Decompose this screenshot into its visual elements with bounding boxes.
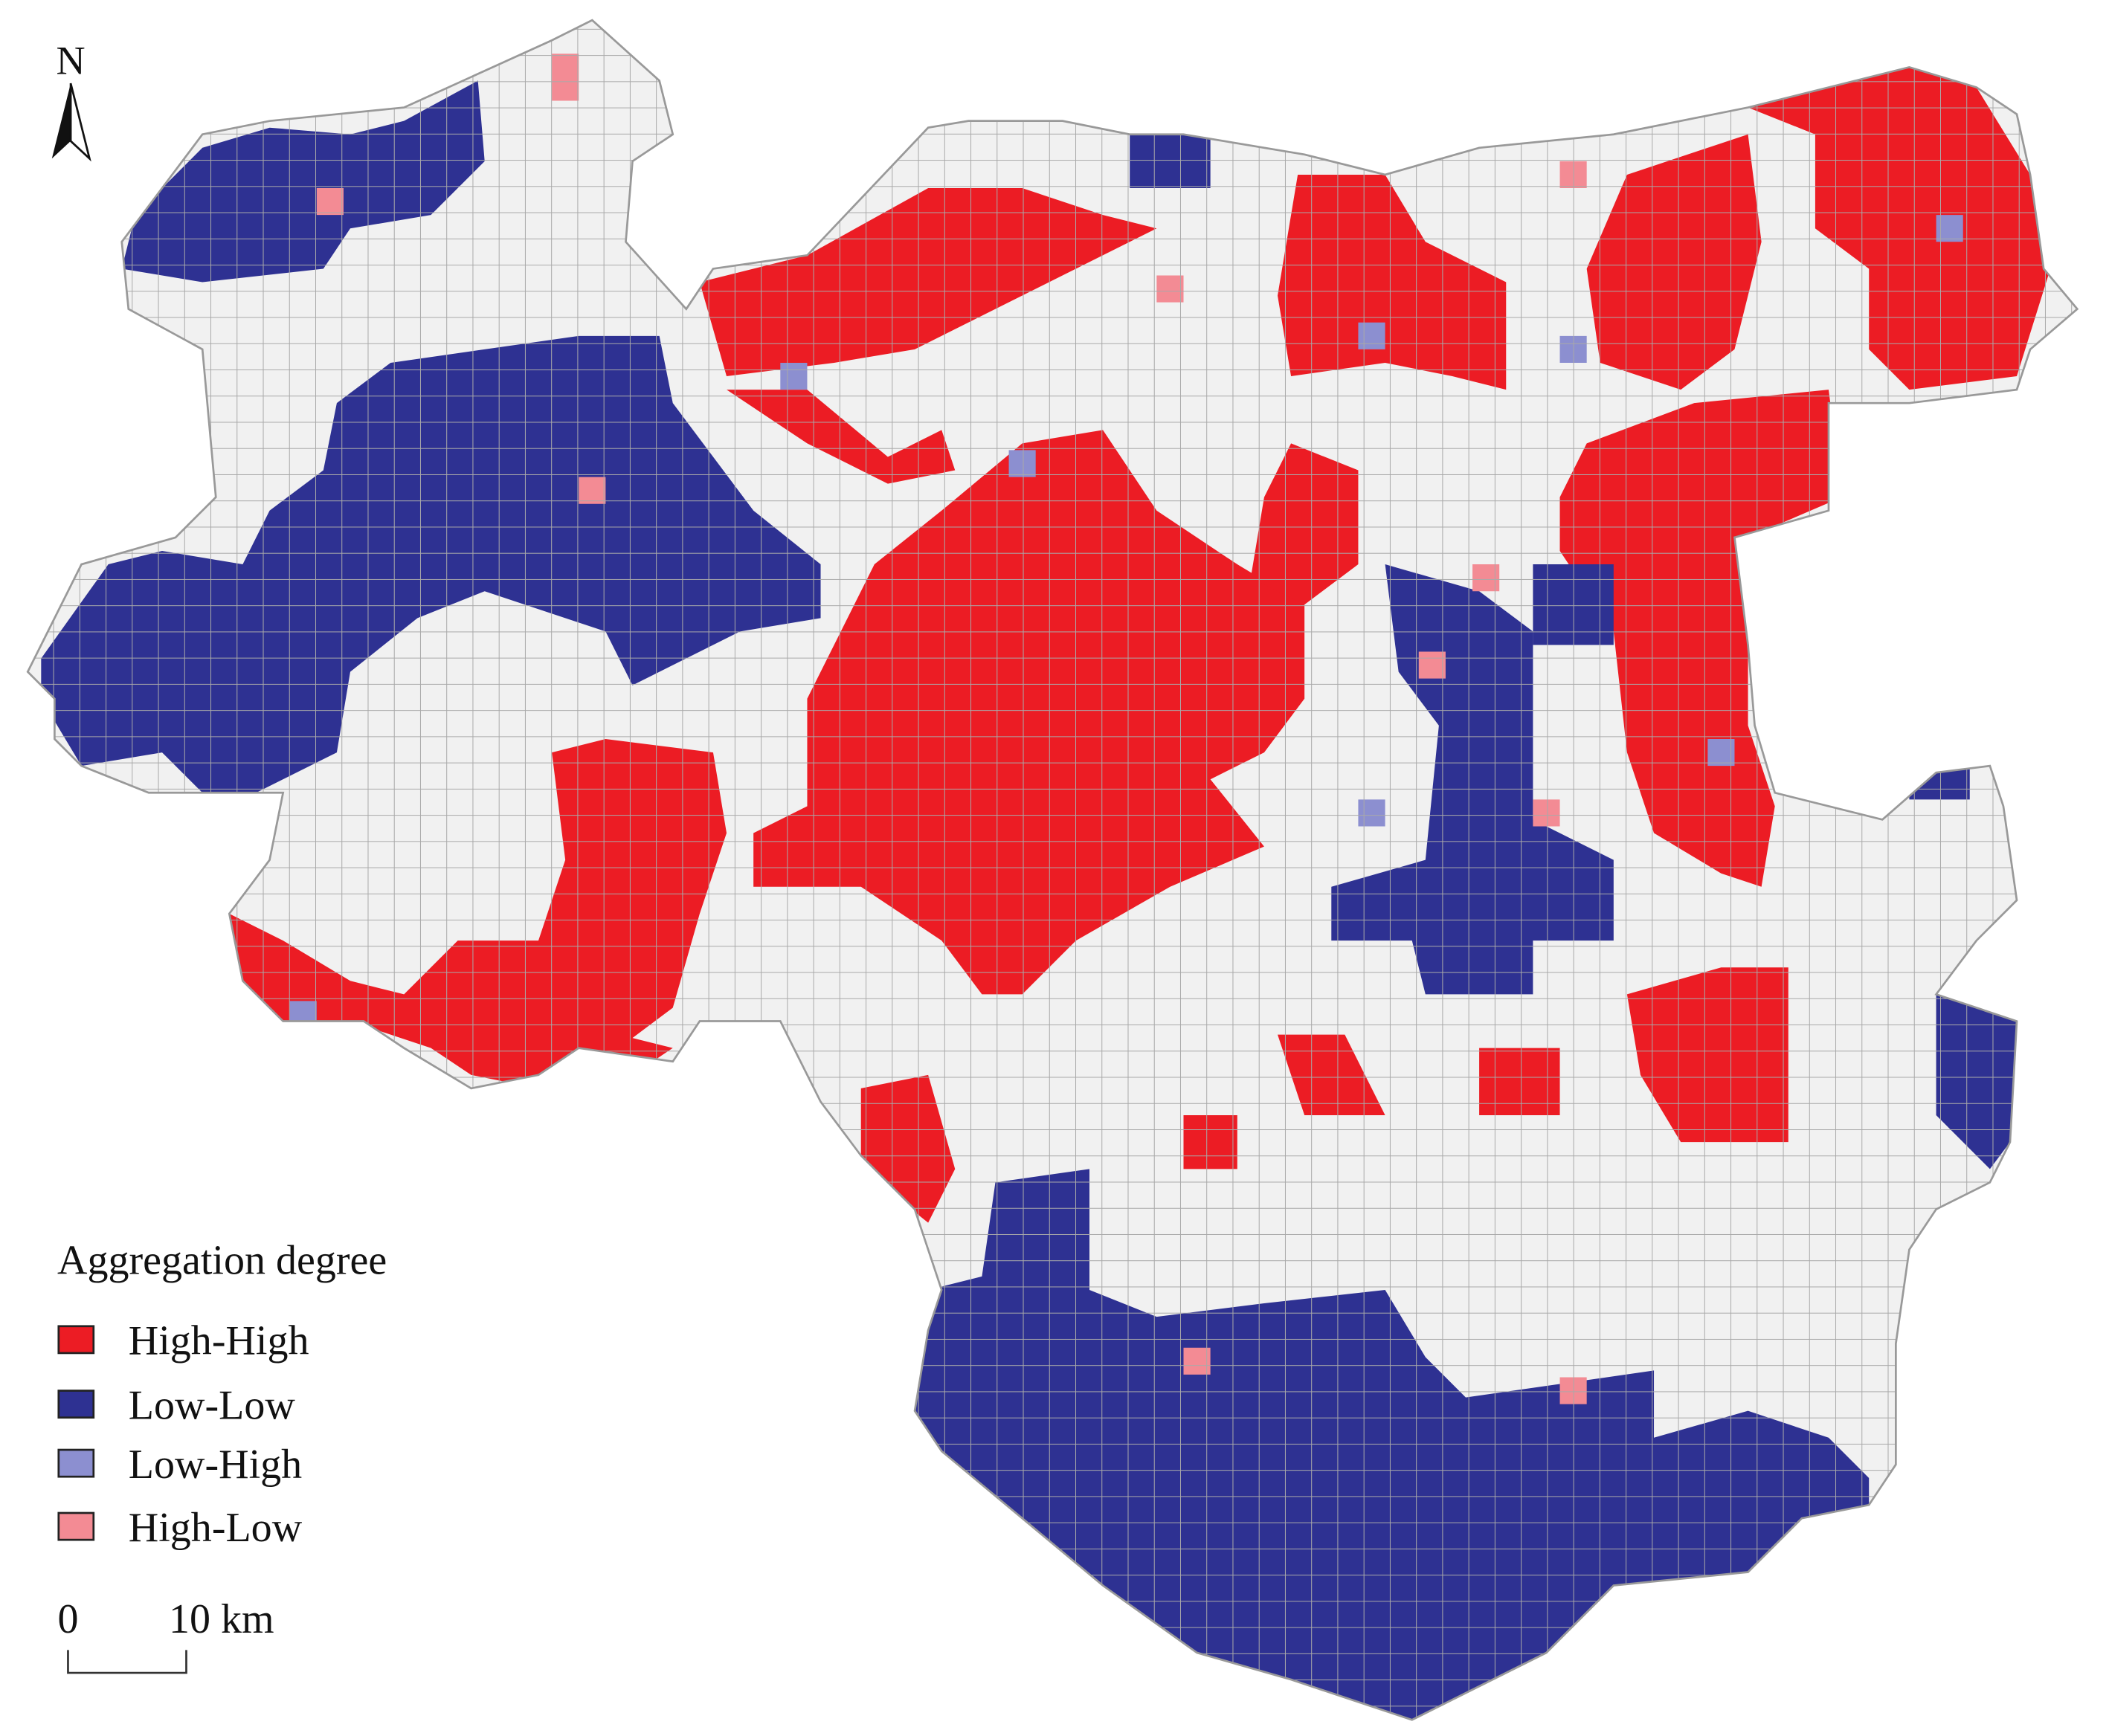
legend-label: Low-Low [129,1382,296,1428]
map-outline [26,19,2079,1721]
north-arrow [51,83,71,159]
scale-bar [67,1650,187,1674]
legend-swatch [57,1325,95,1355]
legend-label: Low-High [129,1442,302,1488]
north-arrow [69,83,91,162]
legend-swatch [57,1511,95,1541]
scale-start: 0 [57,1596,78,1642]
scale-end: 10 km [169,1596,274,1642]
legend-swatch [57,1448,95,1478]
legend-title: Aggregation degree [57,1237,387,1283]
north-label: N [56,38,85,83]
legend: High-High Low-Low Low-High High-Low [57,1318,309,1551]
legend-label: High-Low [129,1505,303,1551]
legend-label: High-High [129,1318,309,1364]
legend-swatch [57,1390,95,1419]
